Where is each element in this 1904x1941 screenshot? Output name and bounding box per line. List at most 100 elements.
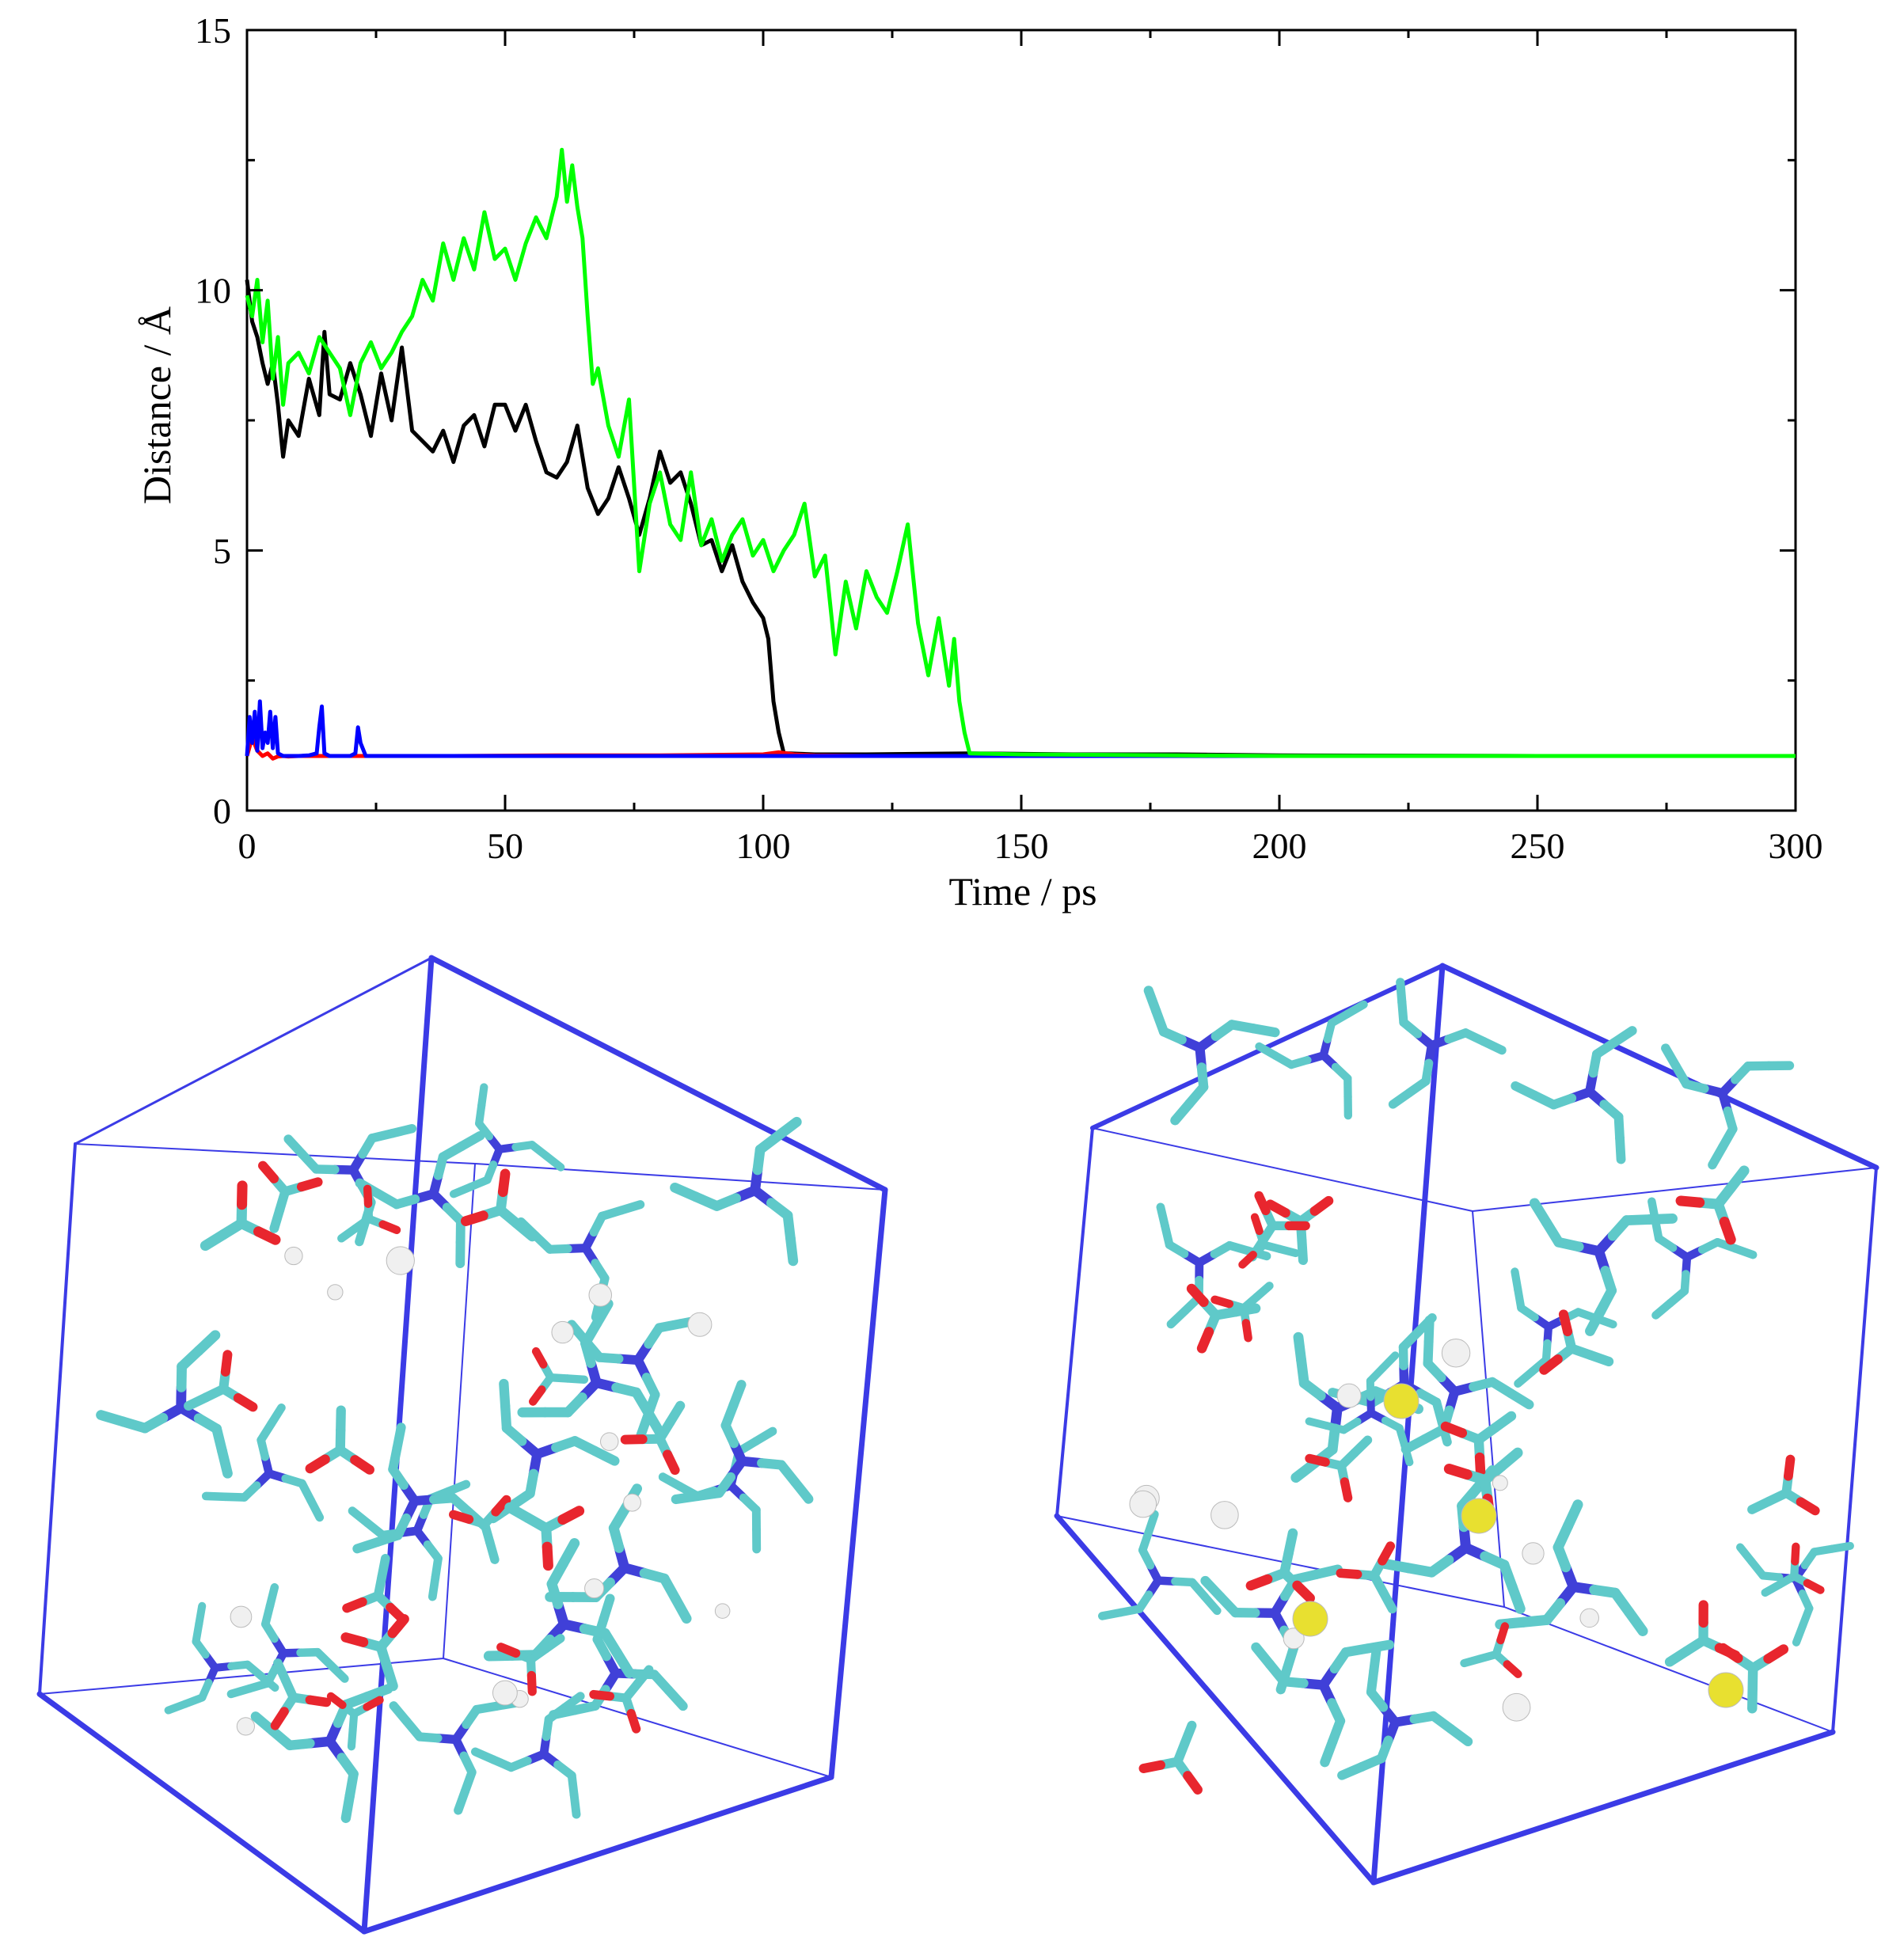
hydrogen-atom (284, 1246, 303, 1266)
bond (663, 1449, 680, 1476)
bond (1585, 1305, 1606, 1336)
bond (326, 1661, 349, 1683)
x-tick-label: 50 (487, 826, 523, 866)
bond (1196, 1327, 1214, 1354)
series-line-0 (245, 279, 1796, 758)
bond (1714, 1643, 1741, 1661)
bond (1378, 1541, 1396, 1566)
bond (1400, 1434, 1430, 1454)
bond (557, 1538, 580, 1569)
bond (305, 1695, 332, 1707)
bond (1828, 1541, 1854, 1553)
hydrogen-atom (1441, 1339, 1471, 1368)
hydrogen-atom (584, 1578, 605, 1599)
bond (233, 1392, 258, 1412)
bond (671, 1491, 703, 1505)
bond (1250, 1213, 1264, 1236)
box-edge (1439, 963, 1879, 1171)
axis-ticks: 0 50 100 150 200 250 300 0 5 10 15 (195, 10, 1823, 866)
bond (201, 1491, 230, 1502)
box-edge (1370, 1729, 1836, 1886)
box-edge (74, 956, 433, 1145)
bond (1507, 1582, 1526, 1614)
bond (496, 1643, 521, 1658)
bond (470, 1747, 498, 1764)
bond (265, 1582, 279, 1610)
bond (1097, 1608, 1126, 1620)
bond (1803, 1578, 1825, 1594)
box-edge (74, 1143, 476, 1164)
bond (350, 1455, 374, 1475)
bond (1791, 1542, 1800, 1566)
bond (612, 1647, 635, 1679)
bond (1763, 1644, 1789, 1664)
bond (267, 1404, 286, 1429)
bond (1503, 1660, 1522, 1678)
bond (1558, 1309, 1573, 1337)
bond (1719, 1217, 1736, 1245)
bond (1320, 1736, 1338, 1768)
box-edge (39, 1658, 444, 1695)
bond (1336, 1568, 1362, 1579)
bond (1166, 1306, 1190, 1329)
y-tick-label: 15 (195, 10, 231, 51)
bond (751, 1426, 777, 1446)
bond (363, 1696, 384, 1711)
bond (1388, 1088, 1414, 1109)
bond (1539, 1354, 1563, 1375)
bond (1496, 1622, 1510, 1645)
bond (460, 1210, 488, 1226)
hydrogen-atom (1129, 1490, 1157, 1518)
bond (499, 1378, 511, 1411)
box-edge (474, 1163, 886, 1191)
bond (342, 1597, 367, 1613)
y-axis-title: Distance / Å (135, 306, 179, 504)
bond (1292, 1580, 1315, 1604)
bond (1254, 1191, 1271, 1216)
hydrogen-atom (492, 1680, 518, 1706)
box-edge (828, 1187, 888, 1780)
box-edge (1054, 1513, 1377, 1886)
bond (670, 1593, 692, 1624)
bond (449, 1183, 475, 1198)
bond (270, 1707, 289, 1730)
bond (1380, 1559, 1414, 1574)
box-edge (1503, 1606, 1834, 1733)
x-tick-label: 100 (736, 826, 791, 866)
bond (617, 1200, 645, 1215)
bond (526, 1670, 537, 1696)
bond (1446, 1723, 1473, 1747)
simulation-box-after (1054, 963, 1879, 1886)
x-tick-label: 0 (238, 826, 257, 866)
distance-time-chart: 0 50 100 150 200 250 300 0 5 10 15 Time / ps Dista… (135, 10, 1823, 914)
bond (1644, 1213, 1678, 1225)
bond (790, 1477, 814, 1504)
series-line-2 (245, 699, 1796, 758)
bond (1708, 1142, 1727, 1170)
bond (164, 1700, 189, 1715)
bond (195, 1601, 207, 1628)
bond (1210, 1295, 1234, 1309)
bond (1245, 1574, 1273, 1591)
bond (1337, 1762, 1366, 1780)
bond (340, 1791, 355, 1823)
bond (387, 1614, 409, 1639)
bond (1675, 1195, 1705, 1208)
box-edge (36, 1691, 367, 1935)
x-axis-title: Time / ps (948, 869, 1096, 914)
bond (362, 1684, 393, 1702)
bond (1255, 1042, 1279, 1060)
hydrogen-atom (1522, 1542, 1545, 1565)
series-lines (245, 147, 1796, 761)
bond (1143, 986, 1161, 1016)
hydrogen-atom (551, 1320, 574, 1344)
hydrogen-atom (714, 1603, 731, 1619)
bond (443, 1479, 471, 1496)
bond (1369, 1644, 1381, 1676)
box-edge (1092, 1127, 1473, 1212)
hydrogen-atom (623, 1493, 642, 1512)
x-tick-label: 200 (1252, 826, 1307, 866)
bond (1529, 1198, 1552, 1228)
bond (1423, 1315, 1435, 1347)
